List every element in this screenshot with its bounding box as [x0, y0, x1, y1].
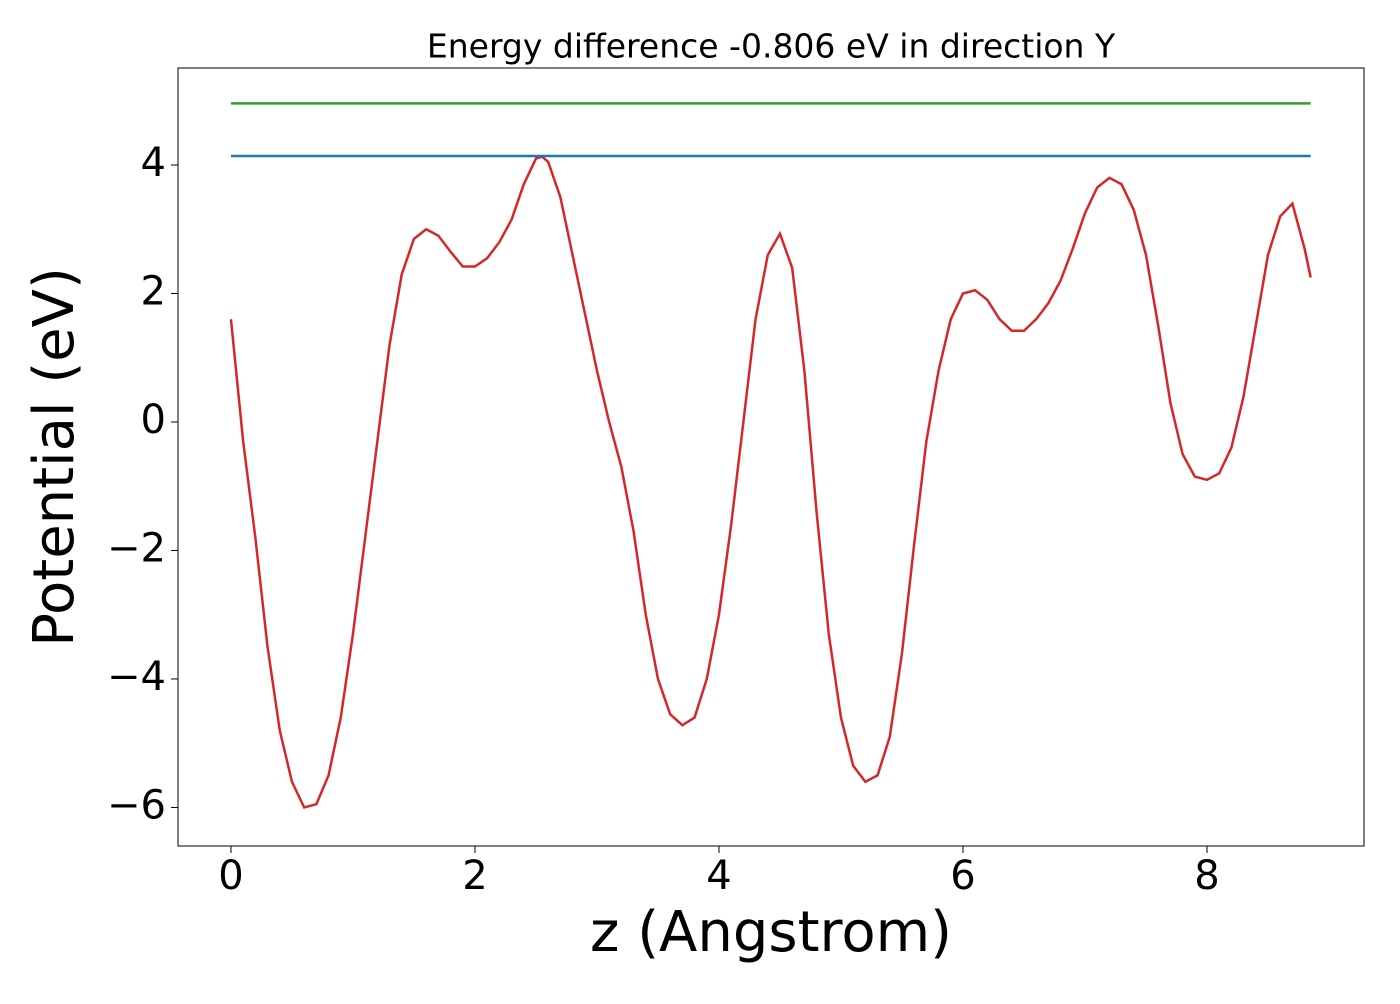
x-tick-label: 2 [462, 853, 487, 899]
line-series [229, 155, 1312, 809]
x-axis-label: z (Angstrom) [590, 900, 952, 965]
y-axis-label: Potential (eV) [22, 267, 87, 647]
y-tick-label: 0 [141, 397, 166, 443]
chart-title: Energy difference -0.806 eV in direction… [427, 27, 1116, 66]
plot-frame [177, 67, 1365, 847]
y-tick-label: 2 [141, 268, 166, 314]
x-tick-label: 8 [1194, 853, 1219, 899]
x-tick-label: 4 [706, 853, 731, 899]
y-tick-label: −4 [107, 654, 166, 700]
x-tick-label: 0 [218, 853, 243, 899]
y-tick-label: 4 [141, 140, 166, 186]
y-tick-label: −6 [107, 782, 166, 828]
y-tick-label: −2 [107, 525, 166, 571]
x-tick-label: 6 [950, 853, 975, 899]
